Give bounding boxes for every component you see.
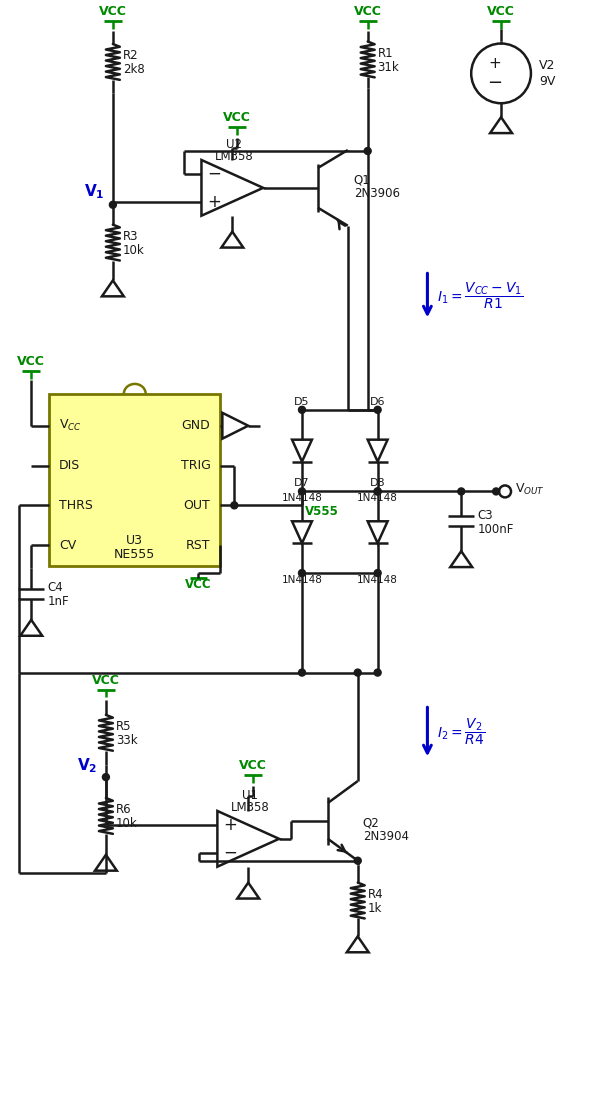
Text: R1: R1 <box>377 47 393 60</box>
Text: 2N3906: 2N3906 <box>354 188 400 200</box>
Text: $\mathbf{V_2}$: $\mathbf{V_2}$ <box>77 757 98 775</box>
Circle shape <box>458 487 465 495</box>
Text: D6: D6 <box>370 397 385 407</box>
Text: R5: R5 <box>116 720 131 733</box>
Text: −: − <box>488 74 503 93</box>
Text: 2k8: 2k8 <box>123 64 145 76</box>
Text: 10k: 10k <box>123 244 145 257</box>
Text: 1N4148: 1N4148 <box>281 575 322 585</box>
Circle shape <box>374 487 381 495</box>
Polygon shape <box>217 811 279 866</box>
Text: U1: U1 <box>242 788 258 802</box>
Circle shape <box>374 669 381 676</box>
Text: OUT: OUT <box>184 499 211 512</box>
Circle shape <box>299 669 305 676</box>
Circle shape <box>354 858 361 864</box>
Text: R4: R4 <box>368 888 383 901</box>
Circle shape <box>231 502 238 509</box>
Circle shape <box>299 406 305 414</box>
Text: VCC: VCC <box>239 759 267 773</box>
Text: LM358: LM358 <box>215 151 254 163</box>
Text: −: − <box>208 165 221 183</box>
Text: 1N4148: 1N4148 <box>281 493 322 503</box>
Text: VCC: VCC <box>17 356 45 368</box>
Circle shape <box>109 201 116 208</box>
Circle shape <box>364 148 371 154</box>
Text: 100nF: 100nF <box>477 523 514 536</box>
Text: TRIG: TRIG <box>181 459 211 472</box>
Circle shape <box>374 569 381 577</box>
Polygon shape <box>202 160 263 216</box>
Text: 9V: 9V <box>539 75 555 88</box>
Text: DIS: DIS <box>59 459 80 472</box>
Text: NE555: NE555 <box>114 548 155 560</box>
Text: D5: D5 <box>294 397 310 407</box>
Text: THRS: THRS <box>59 499 93 512</box>
Text: D8: D8 <box>370 479 385 489</box>
Text: C3: C3 <box>477 509 493 522</box>
Text: V$_{CC}$: V$_{CC}$ <box>59 418 82 434</box>
Text: Q1: Q1 <box>354 173 371 187</box>
Text: R3: R3 <box>123 230 139 243</box>
Text: 1N4148: 1N4148 <box>357 575 398 585</box>
Text: +: + <box>489 56 502 70</box>
Text: 33k: 33k <box>116 735 137 747</box>
FancyBboxPatch shape <box>49 394 220 566</box>
Text: 1k: 1k <box>368 902 382 915</box>
Circle shape <box>374 487 381 495</box>
Text: LM358: LM358 <box>231 802 269 814</box>
Circle shape <box>299 487 305 495</box>
Text: 2N3904: 2N3904 <box>363 831 409 843</box>
Text: V$_{OUT}$: V$_{OUT}$ <box>515 482 545 498</box>
Text: 31k: 31k <box>377 60 400 74</box>
Text: $\mathbf{V_1}$: $\mathbf{V_1}$ <box>85 182 105 201</box>
Text: C4: C4 <box>47 581 63 595</box>
Circle shape <box>354 669 361 676</box>
Circle shape <box>493 487 500 495</box>
Text: 1N4148: 1N4148 <box>357 493 398 503</box>
Text: D7: D7 <box>294 479 310 489</box>
Text: V2: V2 <box>539 59 555 72</box>
Text: $I_1=\dfrac{V_{CC}-V_1}{R1}$: $I_1=\dfrac{V_{CC}-V_1}{R1}$ <box>437 280 524 311</box>
Text: CV: CV <box>59 539 76 551</box>
Text: U2: U2 <box>226 138 242 151</box>
Circle shape <box>103 774 109 780</box>
Text: $I_2=\dfrac{V_2}{R4}$: $I_2=\dfrac{V_2}{R4}$ <box>437 717 485 747</box>
Text: −: − <box>223 844 237 862</box>
Text: VCC: VCC <box>223 111 251 124</box>
Text: V555: V555 <box>305 505 339 519</box>
Text: 1nF: 1nF <box>47 596 69 608</box>
Text: GND: GND <box>182 419 211 433</box>
Text: VCC: VCC <box>354 4 382 18</box>
Text: RST: RST <box>186 539 211 551</box>
Text: Q2: Q2 <box>363 816 379 830</box>
Text: 10k: 10k <box>116 817 137 831</box>
Circle shape <box>299 569 305 577</box>
Text: VCC: VCC <box>92 673 120 686</box>
Text: +: + <box>223 816 237 834</box>
Text: VCC: VCC <box>487 4 515 18</box>
Text: +: + <box>208 192 221 211</box>
Text: VCC: VCC <box>99 4 127 18</box>
Text: U3: U3 <box>126 533 143 547</box>
Text: R6: R6 <box>116 804 131 816</box>
Circle shape <box>374 406 381 414</box>
Text: R2: R2 <box>123 49 139 63</box>
Text: VCC: VCC <box>185 578 212 591</box>
